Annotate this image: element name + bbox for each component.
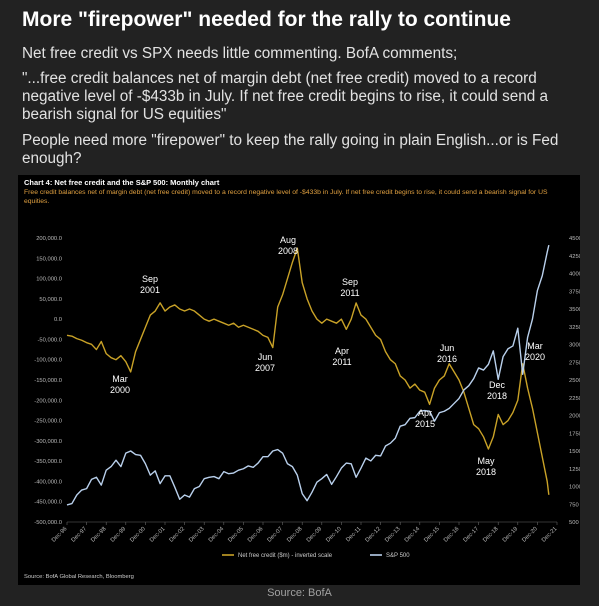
y2-tick-label: 1500 xyxy=(569,449,580,455)
x-tick-label: Dec-02 xyxy=(169,526,186,543)
y2-tick-label: 2000 xyxy=(569,414,580,420)
x-tick-label: Dec-00 xyxy=(129,526,146,543)
x-tick-label: Dec-19 xyxy=(502,526,519,543)
y2-tick-label: 1000 xyxy=(569,485,580,491)
x-tick-label: Dec-98 xyxy=(90,526,107,543)
y2-tick-label: 2250 xyxy=(569,396,580,402)
y2-tick-label: 2750 xyxy=(569,360,580,366)
y2-tick-label: 500 xyxy=(569,520,579,526)
y2-tick-label: 2500 xyxy=(569,378,580,384)
x-tick-label: Dec-09 xyxy=(306,526,323,543)
y-tick-label: 0.0 xyxy=(54,317,62,323)
chart: Chart 4: Net free credit and the S&P 500… xyxy=(24,178,582,580)
series-line xyxy=(66,247,550,495)
chart-image: Chart 4: Net free credit and the S&P 500… xyxy=(18,175,582,585)
chart-title: Chart 4: Net free credit and the S&P 500… xyxy=(24,178,220,187)
series-line xyxy=(66,244,550,506)
x-tick-label: Dec-03 xyxy=(188,526,205,543)
annotation: Jun 2016 xyxy=(436,343,458,364)
x-tick-label: Dec-21 xyxy=(541,526,558,543)
legend-label: Net free credit ($m) - inverted scale xyxy=(238,553,333,559)
x-tick-label: Dec-01 xyxy=(149,526,166,543)
x-tick-label: Dec-17 xyxy=(463,526,480,543)
x-tick-label: Dec-99 xyxy=(110,526,127,543)
paragraph: Net free credit vs SPX needs little comm… xyxy=(22,45,458,62)
x-tick-label: Dec-15 xyxy=(423,526,440,543)
x-tick-label: Dec-14 xyxy=(404,526,422,544)
x-tick-label: Dec-97 xyxy=(71,526,88,543)
chart-subtitle: Free credit balances net of margin debt … xyxy=(24,189,548,205)
x-tick-label: Dec-10 xyxy=(325,526,342,543)
annotation: Apr 2011 xyxy=(332,346,352,367)
y2-tick-label: 3750 xyxy=(569,289,580,295)
y2-tick-label: 3500 xyxy=(569,307,580,313)
x-tick-label: Dec-04 xyxy=(208,526,226,544)
x-tick-label: Dec-07 xyxy=(267,526,284,543)
x-tick-label: Dec-18 xyxy=(482,526,499,543)
y-tick-label: -400,000.0 xyxy=(34,479,62,485)
y2-tick-label: 750 xyxy=(569,502,579,508)
post-title: More "firepower" needed for the rally to… xyxy=(22,8,511,31)
x-tick-label: Dec-13 xyxy=(384,526,401,543)
y2-tick-label: 4500 xyxy=(569,236,580,242)
chart-source: Source: BofA Global Research, Bloomberg xyxy=(24,574,134,580)
y-tick-label: 150,000.0 xyxy=(36,256,62,262)
y2-tick-label: 1750 xyxy=(569,431,580,437)
annotation: Sep 2001 xyxy=(139,274,161,295)
y2-tick-label: 1250 xyxy=(569,467,580,473)
x-tick-label: Dec-06 xyxy=(247,526,264,543)
y-tick-label: -100,000.0 xyxy=(34,358,62,364)
y2-tick-label: 4000 xyxy=(569,272,580,278)
y-tick-label: -150,000.0 xyxy=(34,378,62,384)
annotation: Mar 2020 xyxy=(524,341,546,362)
x-tick-label: Dec-08 xyxy=(286,526,303,543)
y-tick-label: -50,000.0 xyxy=(38,337,63,343)
y-tick-label: -500,000.0 xyxy=(34,520,62,526)
y2-tick-label: 3250 xyxy=(569,325,580,331)
annotation: May 2018 xyxy=(475,456,497,477)
annotation: Jun 2007 xyxy=(254,352,276,373)
y-tick-label: -300,000.0 xyxy=(34,439,62,445)
x-tick-label: Dec-20 xyxy=(521,526,538,543)
annotation: Sep 2011 xyxy=(340,277,360,298)
paragraph: People need more "firepower" to keep the… xyxy=(22,132,559,167)
y2-tick-label: 4250 xyxy=(569,254,580,260)
x-tick-label: Dec-05 xyxy=(227,526,244,543)
x-tick-label: Dec-16 xyxy=(443,526,460,543)
y-tick-label: -250,000.0 xyxy=(34,419,62,425)
paragraph: "...free credit balances net of margin d… xyxy=(22,70,549,123)
y-tick-label: 100,000.0 xyxy=(36,277,62,283)
y-tick-label: -200,000.0 xyxy=(34,398,62,404)
annotation: Aug 2008 xyxy=(277,235,299,256)
legend-label: S&P 500 xyxy=(386,553,410,559)
y-tick-label: -450,000.0 xyxy=(34,500,62,506)
y2-tick-label: 3000 xyxy=(569,343,580,349)
annotation: Dec 2018 xyxy=(486,380,508,401)
annotation: Mar 2000 xyxy=(109,374,131,395)
x-tick-label: Dec-11 xyxy=(345,526,362,543)
annotation: Apr 2015 xyxy=(414,408,436,429)
y-tick-label: 200,000.0 xyxy=(36,236,62,242)
y-tick-label: -350,000.0 xyxy=(34,459,62,465)
y-tick-label: 50,000.0 xyxy=(39,297,62,303)
x-tick-label: Dec-96 xyxy=(51,526,68,543)
footer: Source: BofA xyxy=(267,587,332,599)
x-tick-label: Dec-12 xyxy=(365,526,382,543)
